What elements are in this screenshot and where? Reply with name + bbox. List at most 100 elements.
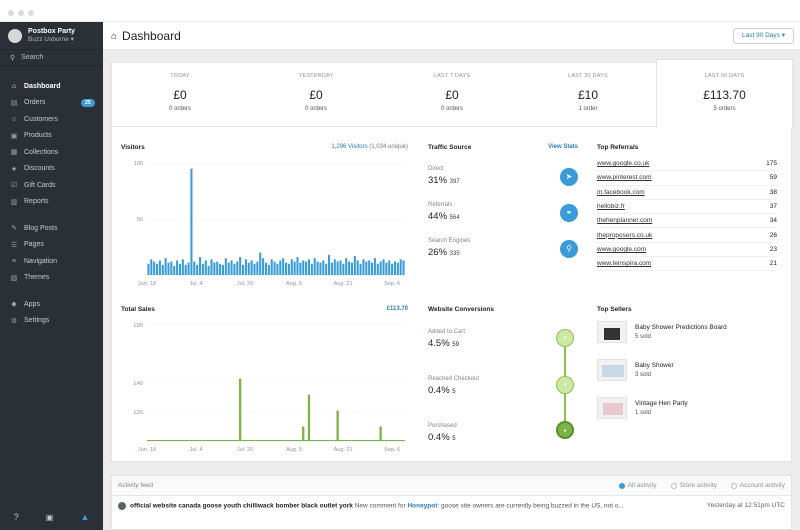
bar[interactable] bbox=[167, 262, 170, 275]
bar[interactable] bbox=[153, 261, 156, 275]
bar[interactable] bbox=[348, 261, 351, 275]
referral-domain[interactable]: www.google.com bbox=[597, 245, 647, 253]
sidebar-item-reports[interactable]: ▥ Reports bbox=[0, 194, 103, 211]
sidebar-item-gift-cards[interactable]: ☑ Gift Cards bbox=[0, 177, 103, 194]
bar[interactable] bbox=[276, 263, 279, 275]
filter-store-activity[interactable]: Store activity bbox=[670, 482, 717, 489]
referral-row[interactable]: hellobiz.fr 37 bbox=[597, 200, 777, 215]
bar[interactable] bbox=[382, 259, 385, 275]
sidebar-search[interactable]: ⚲ Search bbox=[0, 50, 103, 66]
bar[interactable] bbox=[239, 378, 242, 441]
bar[interactable] bbox=[219, 263, 222, 275]
bar[interactable] bbox=[279, 260, 282, 275]
bar[interactable] bbox=[190, 168, 193, 275]
bar[interactable] bbox=[388, 260, 391, 275]
bar[interactable] bbox=[359, 263, 362, 275]
bar[interactable] bbox=[339, 260, 342, 275]
bar[interactable] bbox=[371, 262, 374, 275]
bar[interactable] bbox=[239, 257, 242, 275]
sales-total[interactable]: £113.70 bbox=[386, 306, 408, 312]
sidebar-item-blog-posts[interactable]: ✎ Blog Posts bbox=[0, 220, 103, 237]
referral-domain[interactable]: thehenplanner.com bbox=[597, 217, 653, 225]
bar[interactable] bbox=[402, 260, 405, 275]
bar[interactable] bbox=[207, 266, 210, 275]
traffic-row-referrals[interactable]: Referrals 44% 564 ⚭ bbox=[428, 202, 578, 232]
referral-domain[interactable]: m.facebook.com bbox=[597, 188, 645, 196]
sidebar-item-orders[interactable]: ▤ Orders 25 bbox=[0, 95, 103, 112]
bar[interactable] bbox=[244, 259, 247, 275]
bar[interactable] bbox=[362, 259, 365, 275]
traffic-row-search-engines[interactable]: Search Engines 26% 335 ⚲ bbox=[428, 238, 578, 268]
bar[interactable] bbox=[221, 264, 224, 275]
bar[interactable] bbox=[313, 258, 316, 275]
bar[interactable] bbox=[316, 261, 319, 275]
window-close-dot[interactable] bbox=[8, 10, 14, 16]
bar[interactable] bbox=[193, 261, 196, 275]
bar[interactable] bbox=[161, 264, 164, 275]
notifications-icon[interactable]: ▲ bbox=[80, 512, 90, 522]
bar[interactable] bbox=[224, 258, 227, 275]
referral-domain[interactable]: theproposers.co.uk bbox=[597, 231, 653, 239]
bar[interactable] bbox=[328, 254, 331, 275]
bar[interactable] bbox=[147, 263, 150, 275]
bar[interactable] bbox=[270, 259, 273, 275]
referral-domain[interactable]: hellobiz.fr bbox=[597, 203, 625, 211]
bar[interactable] bbox=[236, 261, 239, 275]
bar[interactable] bbox=[376, 263, 379, 275]
bar[interactable] bbox=[250, 260, 253, 275]
date-range-dropdown[interactable]: Last 90 Days ▾ bbox=[732, 28, 794, 44]
referral-row[interactable]: m.facebook.com 38 bbox=[597, 186, 777, 200]
bar[interactable] bbox=[242, 264, 245, 275]
referral-row[interactable]: theproposers.co.uk 26 bbox=[597, 228, 777, 243]
bar[interactable] bbox=[385, 262, 388, 275]
store-switcher[interactable]: Postbox Party Buzz Usborne ▾ bbox=[0, 22, 103, 50]
bar[interactable] bbox=[373, 258, 376, 275]
sidebar-item-products[interactable]: ▣ Products bbox=[0, 128, 103, 145]
activity-item[interactable]: official website canada goose youth chil… bbox=[118, 502, 785, 510]
bar[interactable] bbox=[302, 426, 305, 442]
bar[interactable] bbox=[230, 260, 233, 275]
bar[interactable] bbox=[213, 262, 216, 275]
bar[interactable] bbox=[379, 261, 382, 275]
bar[interactable] bbox=[204, 260, 207, 275]
seller-item[interactable]: Baby Shower Predictions Board 5 sold bbox=[597, 321, 777, 347]
sidebar-item-settings[interactable]: ⚙ Settings bbox=[0, 313, 103, 330]
help-icon[interactable]: ? bbox=[13, 512, 19, 522]
bar[interactable] bbox=[342, 263, 345, 275]
bar[interactable] bbox=[285, 262, 288, 275]
seller-item[interactable]: Baby Shower 3 sold bbox=[597, 359, 777, 385]
bar[interactable] bbox=[176, 260, 179, 275]
bar[interactable] bbox=[353, 255, 356, 275]
bar[interactable] bbox=[256, 261, 259, 275]
bar[interactable] bbox=[187, 262, 190, 275]
bar[interactable] bbox=[287, 263, 290, 275]
bar[interactable] bbox=[336, 261, 339, 275]
visitors-count[interactable]: 1,296 Visitors bbox=[331, 144, 368, 150]
bar[interactable] bbox=[156, 263, 159, 275]
referral-row[interactable]: www.pinterest.com 59 bbox=[597, 171, 777, 186]
sidebar-item-customers[interactable]: ☺ Customers bbox=[0, 111, 103, 128]
traffic-row-direct[interactable]: Direct 31% 397 ➤ bbox=[428, 166, 578, 196]
window-maximize-dot[interactable] bbox=[28, 10, 34, 16]
activity-link[interactable]: Honeypot bbox=[407, 502, 438, 510]
bar[interactable] bbox=[399, 259, 402, 275]
bar[interactable] bbox=[273, 261, 276, 275]
referral-domain[interactable]: www.pinterest.com bbox=[597, 174, 652, 182]
bar[interactable] bbox=[267, 264, 270, 275]
bar[interactable] bbox=[184, 264, 187, 275]
window-minimize-dot[interactable] bbox=[18, 10, 24, 16]
stat-today[interactable]: TODAY £0 0 orders bbox=[112, 63, 248, 127]
bar[interactable] bbox=[227, 262, 230, 275]
bar[interactable] bbox=[391, 263, 394, 275]
bar[interactable] bbox=[293, 261, 296, 275]
bar[interactable] bbox=[299, 262, 302, 275]
stat-yesterday[interactable]: YESTERDAY £0 0 orders bbox=[248, 63, 384, 127]
bar[interactable] bbox=[282, 258, 285, 275]
bar[interactable] bbox=[325, 263, 328, 275]
bar[interactable] bbox=[396, 262, 399, 275]
bar[interactable] bbox=[296, 257, 299, 275]
bar[interactable] bbox=[173, 266, 176, 275]
sidebar-item-collections[interactable]: ▦ Collections bbox=[0, 144, 103, 161]
bar[interactable] bbox=[170, 261, 173, 275]
bar[interactable] bbox=[233, 263, 236, 275]
